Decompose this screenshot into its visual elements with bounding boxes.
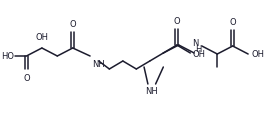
Text: OH: OH xyxy=(252,50,265,59)
Text: NH: NH xyxy=(92,59,105,68)
Text: O: O xyxy=(69,20,76,29)
Text: OH: OH xyxy=(192,50,205,59)
Text: H: H xyxy=(195,45,201,54)
Text: NH: NH xyxy=(145,87,158,96)
Text: N: N xyxy=(192,39,198,48)
Text: O: O xyxy=(229,18,236,27)
Text: OH: OH xyxy=(35,33,49,42)
Text: O: O xyxy=(173,17,180,26)
Text: O: O xyxy=(23,73,30,82)
Text: HO: HO xyxy=(1,52,14,61)
